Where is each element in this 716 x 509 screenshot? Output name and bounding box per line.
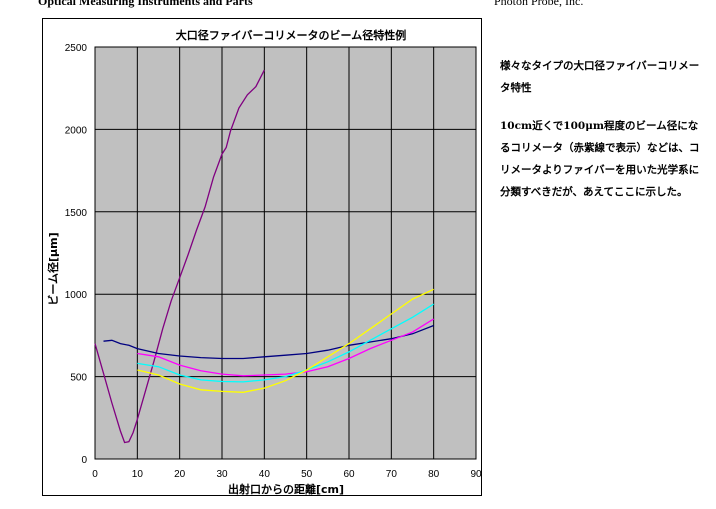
- x-tick-label: 10: [132, 469, 144, 480]
- x-tick-label: 20: [174, 469, 186, 480]
- x-tick-label: 50: [301, 469, 313, 480]
- plot-area: [95, 47, 476, 459]
- x-tick-label: 60: [343, 469, 355, 480]
- x-axis-title: 出射口からの距離[cm]: [228, 482, 344, 496]
- x-tick-label: 80: [428, 469, 440, 480]
- header-right: Photon Probe, Inc.: [494, 0, 584, 8]
- series-line-4: [137, 303, 435, 383]
- description-body: 10cm近くで100μm程度のビーム径になるコリメータ（赤紫線で表示）などは、コ…: [500, 120, 700, 198]
- y-tick-label: 1000: [65, 290, 88, 301]
- series-line-1: [94, 69, 265, 444]
- description-panel: 様々なタイプの大口径ファイバーコリメータ特性 10cm近くで100μm程度のビー…: [500, 55, 700, 219]
- y-axis-title: ビーム径[μm]: [46, 232, 60, 305]
- plot-border: [94, 46, 477, 460]
- y-tick-label: 2500: [65, 43, 88, 54]
- series-line-3: [137, 318, 435, 377]
- x-tick-label: 90: [470, 469, 482, 480]
- y-tick-label: 1500: [65, 208, 88, 219]
- chart-frame: 大口径ファイバーコリメータのビーム径特性例 0 500 1000 1500 2000 25…: [42, 18, 482, 496]
- x-tick-label: 0: [92, 469, 98, 480]
- y-tick-label: 500: [70, 373, 87, 384]
- series-line-5: [137, 288, 434, 393]
- y-tick-label: 2000: [65, 125, 88, 136]
- series-line-2: [103, 324, 434, 360]
- y-tick-label: 0: [81, 455, 87, 466]
- x-tick-label: 30: [216, 469, 228, 480]
- chart-svg: 大口径ファイバーコリメータのビーム径特性例 050010001500200025…: [46, 28, 482, 496]
- description-heading: 様々なタイプの大口径ファイバーコリメータ特性: [500, 60, 700, 94]
- x-tick-label: 40: [259, 469, 271, 480]
- chart-title: 大口径ファイバーコリメータのビーム径特性例: [176, 28, 406, 42]
- header-left: Optical Measuring Instruments and Parts: [38, 0, 253, 8]
- x-tick-label: 70: [386, 469, 398, 480]
